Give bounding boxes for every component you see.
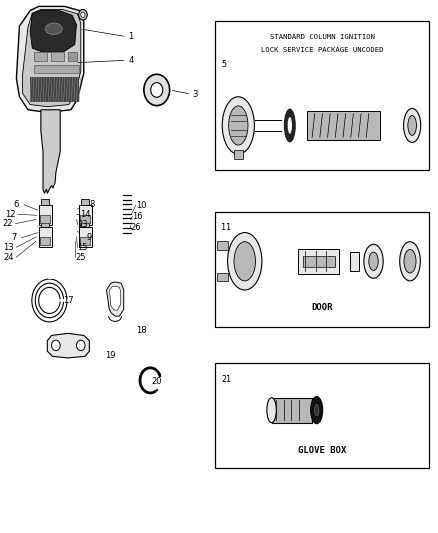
Polygon shape (41, 110, 60, 193)
Text: 6: 6 (14, 200, 19, 209)
Text: 1: 1 (128, 32, 134, 41)
Ellipse shape (364, 244, 383, 278)
Ellipse shape (228, 232, 262, 290)
Text: 12: 12 (5, 210, 15, 219)
Bar (81, 199, 89, 205)
Text: 22: 22 (3, 219, 13, 228)
Ellipse shape (222, 97, 254, 154)
Ellipse shape (408, 116, 417, 135)
Bar (303, 256, 335, 266)
Text: 17: 17 (63, 296, 73, 305)
Ellipse shape (314, 405, 319, 416)
Bar (217, 273, 228, 281)
Circle shape (81, 12, 85, 18)
Bar (217, 241, 228, 250)
Text: 4: 4 (128, 55, 134, 64)
Polygon shape (106, 282, 124, 316)
Polygon shape (110, 286, 121, 310)
Bar (298, 249, 339, 274)
Text: 7: 7 (11, 233, 17, 243)
Text: 10: 10 (136, 201, 146, 210)
Ellipse shape (404, 249, 416, 273)
Text: 24: 24 (4, 253, 14, 262)
Bar (34, 65, 79, 73)
Text: 15: 15 (77, 243, 88, 252)
Bar (34, 52, 47, 61)
Text: 19: 19 (106, 351, 116, 360)
Bar (40, 237, 50, 245)
Circle shape (151, 83, 163, 97)
Bar (80, 237, 90, 245)
Bar (79, 227, 92, 247)
Bar (40, 215, 50, 223)
Text: 23: 23 (78, 220, 88, 229)
Circle shape (77, 340, 85, 351)
Ellipse shape (311, 397, 323, 424)
Ellipse shape (234, 241, 255, 281)
Text: 3: 3 (193, 90, 198, 99)
Bar (215, 212, 429, 327)
Polygon shape (47, 333, 89, 358)
Text: GLOVE BOX: GLOVE BOX (298, 446, 346, 455)
Text: 25: 25 (75, 253, 86, 262)
Bar (81, 221, 89, 227)
Text: 18: 18 (136, 326, 147, 335)
Bar (39, 227, 52, 247)
Polygon shape (30, 11, 77, 52)
Ellipse shape (229, 106, 248, 145)
Ellipse shape (403, 109, 421, 142)
Circle shape (144, 74, 170, 106)
Bar (215, 21, 429, 170)
Ellipse shape (284, 109, 296, 142)
Bar (234, 150, 243, 159)
Text: 20: 20 (152, 377, 162, 386)
Text: 16: 16 (132, 212, 143, 221)
Bar (68, 52, 78, 61)
Text: 14: 14 (80, 210, 90, 219)
Text: 5: 5 (221, 60, 226, 69)
Text: 8: 8 (90, 200, 95, 209)
Text: DOOR: DOOR (311, 303, 333, 312)
Text: STANDARD COLUMN IGNITION: STANDARD COLUMN IGNITION (269, 34, 374, 40)
Bar (80, 215, 90, 223)
Text: 9: 9 (87, 233, 92, 243)
Polygon shape (16, 6, 84, 112)
Polygon shape (22, 10, 81, 107)
Text: LOCK SERVICE PACKAGE UNCODED: LOCK SERVICE PACKAGE UNCODED (261, 47, 383, 53)
Bar (39, 205, 52, 225)
Bar (30, 77, 80, 102)
Text: 21: 21 (221, 375, 231, 384)
Bar (51, 52, 64, 61)
Bar (215, 363, 429, 467)
Bar (41, 199, 49, 205)
Text: 11: 11 (221, 223, 231, 232)
Ellipse shape (288, 117, 292, 134)
Ellipse shape (400, 241, 420, 281)
Bar (272, 398, 312, 423)
Bar (79, 205, 92, 225)
Text: 26: 26 (130, 223, 141, 232)
Ellipse shape (369, 252, 378, 270)
Circle shape (79, 10, 87, 20)
Ellipse shape (267, 398, 276, 423)
Circle shape (52, 340, 60, 351)
Bar (41, 221, 49, 227)
Bar (350, 252, 358, 271)
Text: 13: 13 (4, 243, 14, 252)
Bar (307, 111, 380, 140)
Ellipse shape (45, 23, 62, 35)
